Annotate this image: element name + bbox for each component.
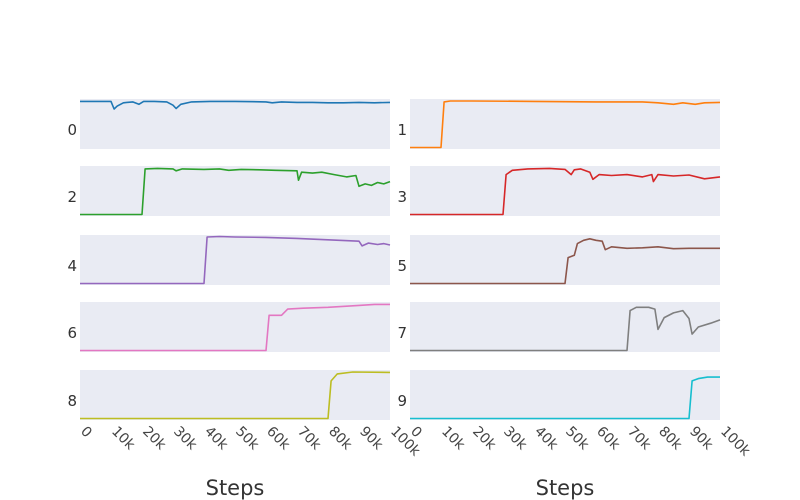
- panel-background-0: [80, 99, 390, 149]
- panel-0: 0: [67, 99, 391, 149]
- x-tick-label-right-30k: 30k: [500, 424, 530, 454]
- series-line-9: [410, 376, 720, 420]
- x-tick-label-right-70k: 70k: [624, 424, 654, 454]
- series-line-2: [80, 167, 391, 216]
- panel-7: 7: [397, 302, 721, 352]
- x-tick-label-left-20k: 20k: [139, 424, 169, 454]
- x-tick-label-left-30k: 30k: [170, 424, 200, 454]
- panel-3: 3: [397, 166, 721, 216]
- x-tick-label-left-40k: 40k: [201, 424, 231, 454]
- x-tick-label-left-10k: 10k: [108, 424, 138, 454]
- series-line-4: [80, 235, 391, 285]
- panel-background-4: [80, 235, 390, 285]
- series-line-8: [80, 371, 391, 420]
- panel-8: 8: [67, 370, 391, 420]
- x-tick-label-right-20k: 20k: [469, 424, 499, 454]
- panel-label-7: 7: [397, 324, 407, 342]
- panel-label-6: 6: [67, 324, 77, 342]
- x-tick-label-right-90k: 90k: [686, 424, 716, 454]
- series-line-7: [410, 306, 721, 352]
- series-line-6: [80, 303, 390, 352]
- x-tick-label-right-10k: 10k: [438, 424, 468, 454]
- x-tick-label-left-70k: 70k: [294, 424, 324, 454]
- panel-background-8: [80, 370, 390, 420]
- x-tick-label-right-100k: 100k: [717, 424, 754, 461]
- series-line-3: [410, 167, 721, 216]
- x-axis-title-right: Steps: [536, 476, 595, 500]
- panels: 0 1 2 3 4 5 6 7 8 9: [67, 99, 721, 420]
- x-tick-label-right-50k: 50k: [562, 424, 592, 454]
- panel-label-3: 3: [397, 188, 407, 206]
- x-tick-label-right-60k: 60k: [593, 424, 623, 454]
- panel-9: 9: [397, 370, 720, 420]
- x-tick-label-left-80k: 80k: [325, 424, 355, 454]
- panel-background-2: [80, 166, 390, 216]
- panel-1: 1: [397, 99, 721, 149]
- x-tick-label-left-90k: 90k: [356, 424, 386, 454]
- x-tick-label-left-0: 0: [77, 424, 95, 442]
- panel-background-1: [410, 99, 720, 149]
- x-tick-label-left-50k: 50k: [232, 424, 262, 454]
- x-axis-title-left: Steps: [206, 476, 265, 500]
- series-line-1: [410, 100, 721, 149]
- series-line-0: [80, 100, 391, 110]
- panel-6: 6: [67, 302, 390, 352]
- x-tick-label-left-60k: 60k: [263, 424, 293, 454]
- series-line-5: [410, 238, 720, 285]
- panel-5: 5: [397, 235, 720, 285]
- x-tick-label-right-80k: 80k: [655, 424, 685, 454]
- panel-label-2: 2: [67, 188, 77, 206]
- panel-background-3: [410, 166, 720, 216]
- panel-2: 2: [67, 166, 391, 216]
- panel-background-9: [410, 370, 720, 420]
- panel-background-5: [410, 235, 720, 285]
- panel-background-7: [410, 302, 720, 352]
- x-tick-label-right-40k: 40k: [531, 424, 561, 454]
- panel-label-4: 4: [67, 257, 77, 275]
- panel-4: 4: [67, 235, 391, 285]
- panel-label-0: 0: [67, 121, 77, 139]
- panel-label-9: 9: [397, 392, 407, 410]
- panel-background-6: [80, 302, 390, 352]
- panel-label-8: 8: [67, 392, 77, 410]
- panel-label-1: 1: [397, 121, 407, 139]
- panel-label-5: 5: [397, 257, 407, 275]
